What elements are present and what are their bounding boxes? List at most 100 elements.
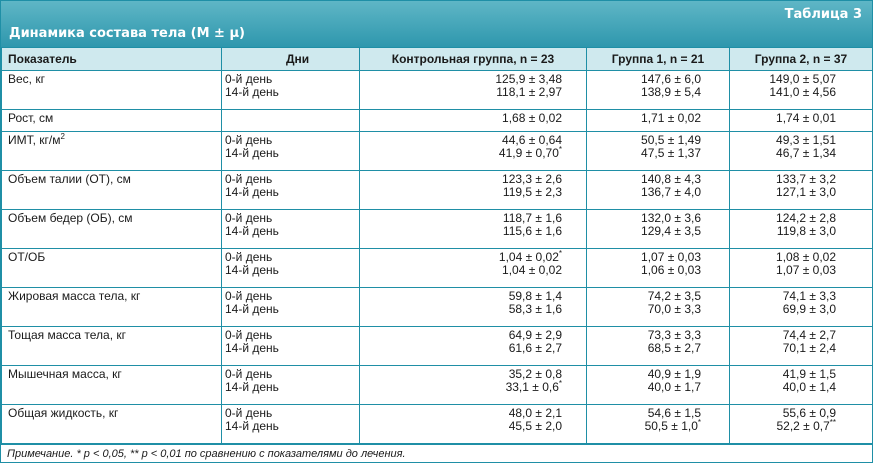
- group2-cell: 74,1 ± 3,3 69,9 ± 3,0: [729, 287, 873, 327]
- days-cell-value: 0-й день: [225, 328, 273, 342]
- significance-mark: *: [558, 249, 562, 258]
- control-cell-line: 1,04 ± 0,02*: [364, 249, 562, 264]
- indicator-cell: Объем бедер (ОБ), см: [1, 209, 222, 249]
- group2-cell-value: 141,0 ± 4,56: [769, 85, 836, 99]
- control-cell-line: 125,9 ± 3,48: [364, 73, 562, 86]
- group2-cell-value: 69,9 ± 3,0: [782, 302, 836, 316]
- control-cell-line: 119,5 ± 2,3: [364, 186, 562, 199]
- group1-cell-line: 140,8 ± 4,3: [591, 173, 701, 186]
- group1-cell-line: 50,5 ± 1,49: [591, 134, 701, 147]
- group1-cell-line: 54,6 ± 1,5: [591, 407, 701, 420]
- days-cell: 0-й день 14-й день: [221, 404, 360, 444]
- days-cell: 0-й день 14-й день: [221, 209, 360, 249]
- days-cell-value: 0-й день: [225, 250, 273, 264]
- group1-cell-line: 47,5 ± 1,37: [591, 147, 701, 160]
- body-composition-table: Показатель Дни Контрольная группа, n = 2…: [1, 47, 873, 444]
- group1-cell-line: 1,07 ± 0,03: [591, 251, 701, 264]
- group2-cell-line: 1,08 ± 0,02: [734, 251, 836, 264]
- control-cell-value: 125,9 ± 3,48: [495, 72, 562, 86]
- days-cell-line: 14-й день: [225, 303, 355, 316]
- group1-cell-value: 140,8 ± 4,3: [641, 172, 701, 186]
- control-cell: 125,9 ± 3,48 118,1 ± 2,97: [359, 70, 587, 110]
- days-cell-value: 14-й день: [225, 419, 279, 433]
- group2-cell-line: 127,1 ± 3,0: [734, 186, 836, 199]
- days-cell-line: 0-й день: [225, 290, 355, 303]
- group1-cell-value: 132,0 ± 3,6: [641, 211, 701, 225]
- column-header-control: Контрольная группа, n = 23: [359, 47, 587, 71]
- group2-cell-line: 49,3 ± 1,51: [734, 134, 836, 147]
- control-cell: 35,2 ± 0,8 33,1 ± 0,6*: [359, 365, 587, 405]
- indicator-label: ИМТ, кг/м: [8, 133, 61, 147]
- control-cell: 64,9 ± 2,9 61,6 ± 2,7: [359, 326, 587, 366]
- group2-cell: 41,9 ± 1,5 40,0 ± 1,4: [729, 365, 873, 405]
- days-cell-value: 14-й день: [225, 85, 279, 99]
- control-cell-value: 58,3 ± 1,6: [508, 302, 562, 316]
- days-cell: 0-й день 14-й день: [221, 248, 360, 288]
- group1-cell-value: 138,9 ± 5,4: [641, 85, 701, 99]
- group2-cell-line: 1,74 ± 0,01: [734, 112, 836, 125]
- control-cell-value: 119,5 ± 2,3: [502, 185, 562, 199]
- control-cell-value: 118,7 ± 1,6: [502, 211, 562, 225]
- indicator-label: Объем талии (ОТ), см: [8, 172, 131, 186]
- group1-cell-value: 1,71 ± 0,02: [641, 111, 701, 125]
- days-cell-value: 14-й день: [225, 185, 279, 199]
- days-cell-line: 14-й день: [225, 420, 355, 433]
- group2-cell: 124,2 ± 2,8 119,8 ± 3,0: [729, 209, 873, 249]
- group1-cell-line: 70,0 ± 3,3: [591, 303, 701, 316]
- control-cell: 1,04 ± 0,02* 1,04 ± 0,02: [359, 248, 587, 288]
- significance-mark: *: [697, 418, 701, 427]
- group2-cell: 1,74 ± 0,01: [729, 109, 873, 132]
- control-cell-line: 33,1 ± 0,6*: [364, 379, 562, 394]
- days-cell-line: 0-й день: [225, 251, 355, 264]
- indicator-label: Жировая масса тела, кг: [8, 289, 141, 303]
- control-cell-line: 58,3 ± 1,6: [364, 303, 562, 316]
- indicator-label: Общая жидкость, кг: [8, 406, 119, 420]
- control-cell-value: 115,6 ± 1,6: [502, 224, 562, 238]
- indicator-cell: Общая жидкость, кг: [1, 404, 222, 444]
- control-cell-line: 35,2 ± 0,8: [364, 368, 562, 381]
- group2-cell-line: 149,0 ± 5,07: [734, 73, 836, 86]
- table-row: Рост, см 1,68 ± 0,02 1,71 ± 0,02 1,74 ± 0,0…: [1, 109, 873, 132]
- group2-cell-line: 55,6 ± 0,9: [734, 407, 836, 420]
- indicator-cell: Жировая масса тела, кг: [1, 287, 222, 327]
- indicator-label: Объем бедер (ОБ), см: [8, 211, 133, 225]
- group1-cell-value: 74,2 ± 3,5: [647, 289, 701, 303]
- indicator-label: ОТ/ОБ: [8, 250, 46, 264]
- table-footnote: Примечание. * p < 0,05, ** p < 0,01 по с…: [1, 444, 872, 467]
- control-cell: 59,8 ± 1,4 58,3 ± 1,6: [359, 287, 587, 327]
- group2-cell-value: 55,6 ± 0,9: [782, 406, 836, 420]
- group1-cell-value: 47,5 ± 1,37: [641, 146, 701, 160]
- group1-cell: 132,0 ± 3,6 129,4 ± 3,5: [586, 209, 730, 249]
- group2-cell-value: 40,0 ± 1,4: [782, 380, 836, 394]
- days-cell-line: 14-й день: [225, 86, 355, 99]
- control-cell-value: 123,3 ± 2,6: [502, 172, 562, 186]
- group1-cell-line: 147,6 ± 6,0: [591, 73, 701, 86]
- group1-cell: 40,9 ± 1,9 40,0 ± 1,7: [586, 365, 730, 405]
- column-header-indicator: Показатель: [1, 47, 222, 71]
- group2-cell-line: 74,1 ± 3,3: [734, 290, 836, 303]
- group1-cell-line: 1,06 ± 0,03: [591, 264, 701, 277]
- group1-cell: 140,8 ± 4,3 136,7 ± 4,0: [586, 170, 730, 210]
- group1-cell: 1,07 ± 0,03 1,06 ± 0,03: [586, 248, 730, 288]
- group1-cell-value: 1,07 ± 0,03: [641, 250, 701, 264]
- group1-cell-line: 68,5 ± 2,7: [591, 342, 701, 355]
- indicator-label: Рост, см: [8, 111, 54, 125]
- control-cell: 48,0 ± 2,1 45,5 ± 2,0: [359, 404, 587, 444]
- control-cell-value: 1,04 ± 0,02: [498, 250, 559, 264]
- group2-cell-value: 74,1 ± 3,3: [782, 289, 836, 303]
- group1-cell: 74,2 ± 3,5 70,0 ± 3,3: [586, 287, 730, 327]
- header-row: Показатель Дни Контрольная группа, n = 2…: [1, 47, 873, 71]
- group2-cell-value: 74,4 ± 2,7: [782, 328, 836, 342]
- group1-cell-value: 40,9 ± 1,9: [647, 367, 701, 381]
- significance-mark: *: [558, 379, 562, 388]
- control-cell-value: 61,6 ± 2,7: [508, 341, 562, 355]
- days-cell: [221, 109, 360, 132]
- group2-cell-value: 1,07 ± 0,03: [776, 263, 836, 277]
- control-cell-line: 61,6 ± 2,7: [364, 342, 562, 355]
- control-cell-value: 118,1 ± 2,97: [496, 85, 562, 99]
- group2-cell-value: 124,2 ± 2,8: [776, 211, 836, 225]
- group2-cell-value: 49,3 ± 1,51: [776, 133, 836, 147]
- column-header-group2: Группа 2, n = 37: [729, 47, 873, 71]
- days-cell-line: 0-й день: [225, 407, 355, 420]
